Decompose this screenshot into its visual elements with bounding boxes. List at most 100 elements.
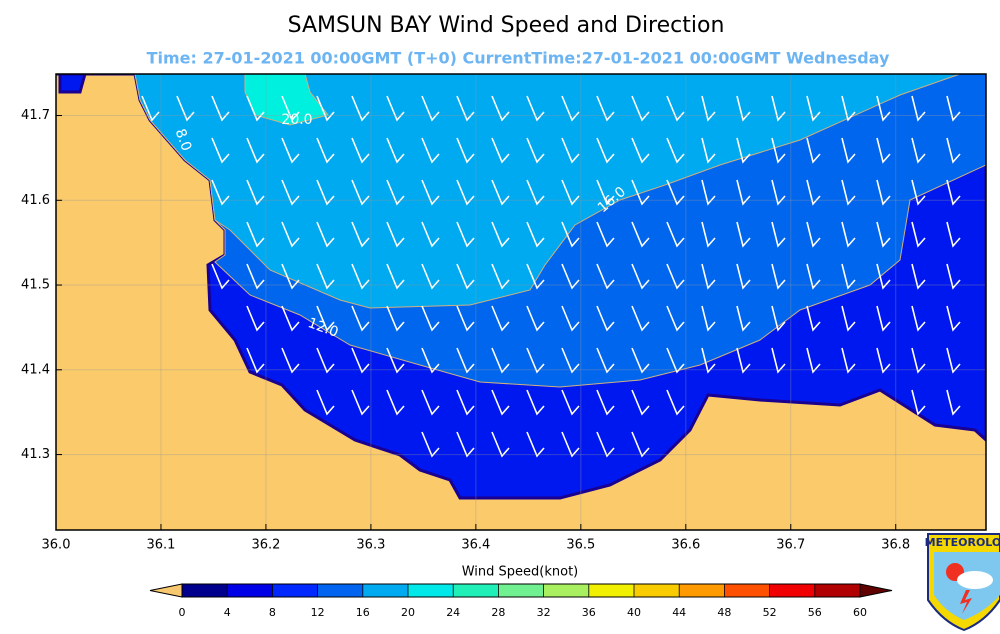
wind-barb [421,389,440,416]
wind-barb [316,221,335,248]
colorbar-box [543,584,589,597]
wind-barb [736,95,751,122]
colorbar-tick-label: 16 [356,606,370,619]
wind-barb [491,221,510,248]
wind-barb [596,95,615,122]
wind-barb [596,431,615,458]
wind-barb [526,137,545,164]
wind-barb [701,179,716,206]
y-tick-label: 41.3 [21,447,50,462]
wind-barb [561,95,580,122]
colorbar-box [634,584,680,597]
contour-label: 20.0 [281,112,312,128]
y-tick-label: 41.6 [21,193,50,208]
colorbar-tick-label: 40 [627,606,641,619]
x-tick-label: 36.6 [671,538,700,553]
wind-barb [736,305,751,332]
wind-barb [911,305,926,332]
wind-barb [596,389,615,416]
wind-barb [526,389,545,416]
contour-label: 8.0 [172,127,195,153]
wind-barb [561,347,580,374]
colorbar-tick-label: 52 [763,606,777,619]
wind-barb [806,179,821,206]
logo-text: METEOROLOJ [925,536,1000,549]
wind-barb [876,305,891,332]
colorbar-box [588,584,634,597]
wind-barb [911,137,926,164]
wind-barb [421,431,440,458]
wind-barb [316,305,335,332]
wind-barb [631,347,650,374]
wind-barb [386,137,405,164]
wind-barb [351,221,370,248]
wind-barb [491,137,510,164]
wind-barb [351,95,370,122]
map-area: 20.0 8.0 16.0 12.0 [56,74,986,530]
wind-barb [526,95,545,122]
wind-barb [526,221,545,248]
wind-barb [876,263,891,290]
colorbar-tick-label: 28 [491,606,505,619]
wind-barb [911,347,926,374]
wind-barb [456,221,475,248]
wind-barb [421,305,440,332]
wind-barb [246,305,265,332]
wind-barb [526,179,545,206]
colorbar-over [859,583,893,598]
wind-barb [596,305,615,332]
title: SAMSUN BAY Wind Speed and Direction [288,13,725,38]
logo: METEOROLOJ [925,533,1000,632]
colorbar-tick-label: 56 [808,606,822,619]
wind-barb [911,263,926,290]
wind-barb [631,431,650,458]
wind-barb [386,263,405,290]
axes: 36.0 36.1 36.2 36.3 36.4 36.5 36.6 36.7 36.8 41.3… [21,108,910,552]
wind-barb [701,221,716,248]
wind-barb [771,179,786,206]
wind-barb [281,179,300,206]
colorbar-tick-label: 60 [853,606,867,619]
colorbar-box [498,584,544,597]
wind-barb [596,347,615,374]
colorbar-box [724,584,770,597]
wind-barb [316,179,335,206]
wind-barb [281,305,300,332]
wind-barb [596,179,615,206]
wind-barb [631,179,650,206]
logo-bolt [960,590,972,614]
wind-barb [561,221,580,248]
wind-barb [246,221,265,248]
wind-barb [211,179,230,206]
wind-barb [386,95,405,122]
wind-barb [666,389,685,416]
wind-barb [806,221,821,248]
colorbar-box [408,584,454,597]
wind-barb [841,221,856,248]
wind-barb [526,431,545,458]
colorbar-box [362,584,408,597]
wind-barb [526,347,545,374]
wind-barb [841,305,856,332]
wind-barb [176,95,195,122]
wind-barb [421,263,440,290]
wind-barb [771,347,786,374]
wind-barb [736,179,751,206]
wind-barb [561,263,580,290]
wind-barb [666,179,685,206]
colorbar-tick-label: 0 [179,606,186,619]
wind-barb [771,305,786,332]
wind-barb [491,305,510,332]
wind-barb [876,347,891,374]
wind-barb [561,305,580,332]
wind-barb [561,431,580,458]
wind-barb [246,95,265,122]
wind-barb [806,137,821,164]
wind-barb [491,179,510,206]
wind-barb [911,179,926,206]
wind-barb [946,347,961,374]
wind-barb [876,137,891,164]
wind-barb [911,221,926,248]
wind-barb [456,179,475,206]
x-tick-label: 36.8 [881,538,910,553]
